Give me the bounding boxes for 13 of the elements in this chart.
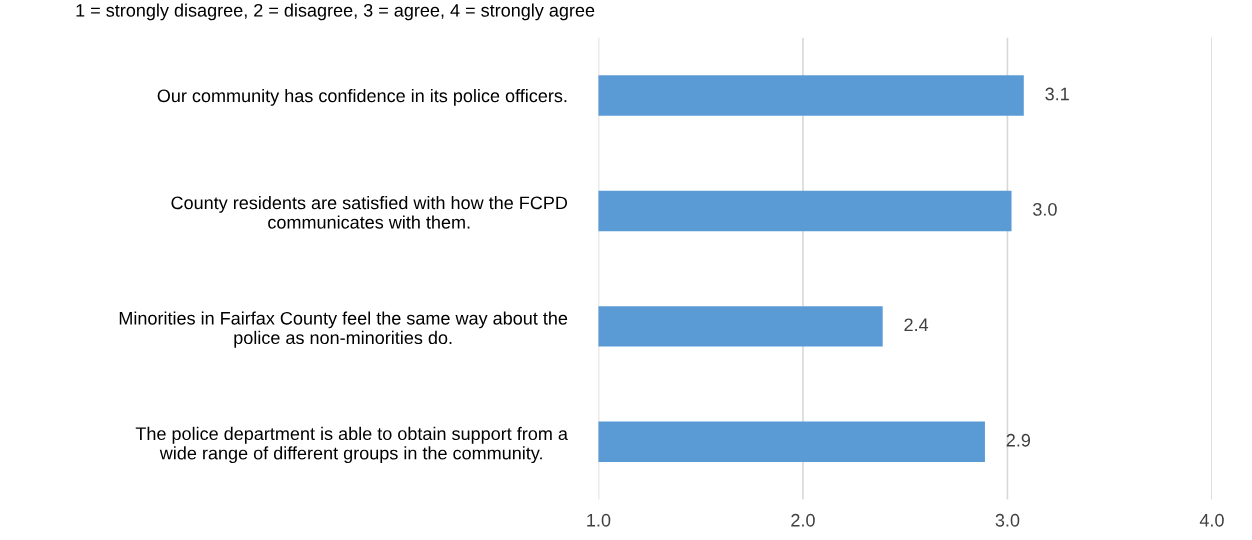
data-label: 2.9 [1006,433,1031,447]
text: 1 = strongly disagree, 2 = disagree, 3 = agree, 4 = strongly agree [76,3,595,21]
y-tick-label: Our community has confidence in its police officers. [157,88,567,106]
y-tick-label: County residents are satisfied with how the FCPD communicates with them. [171,195,568,229]
x-tick-label: 1.0 [587,513,611,527]
y-tick-label: The police department is able to obtain support from a wide range of different groups in the community. [135,426,568,464]
data-label: 3.1 [1045,87,1069,101]
data-label: 2.4 [904,318,929,332]
data-label: 3.0 [1033,203,1057,216]
x-tick-label: 4.0 [1199,513,1224,527]
x-tick-label: 2.0 [791,513,815,527]
y-tick-label: Minorities in Fairfax County feel the same way about the police as non-minorities do. [119,311,568,348]
x-tick-label: 3.0 [995,513,1020,527]
